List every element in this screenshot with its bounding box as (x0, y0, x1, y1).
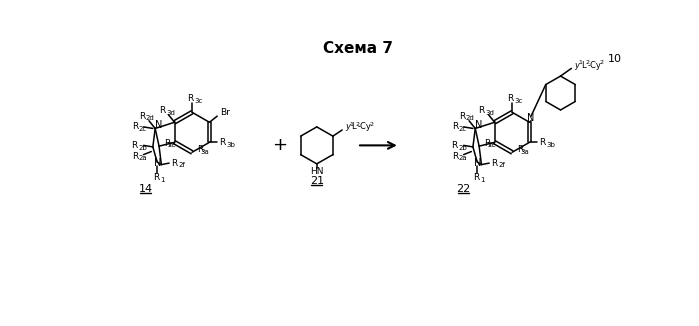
Text: 2: 2 (355, 122, 359, 127)
Text: 2a: 2a (139, 156, 147, 161)
Text: R: R (132, 122, 138, 131)
Text: y: y (345, 122, 350, 131)
Text: R: R (164, 139, 170, 148)
Text: 3b: 3b (226, 141, 236, 148)
Text: 2a: 2a (459, 156, 468, 161)
Text: 2d: 2d (146, 115, 154, 121)
Text: 2e: 2e (488, 142, 496, 148)
Text: R: R (159, 106, 165, 115)
Text: R: R (540, 138, 546, 147)
Text: R: R (491, 158, 498, 168)
Text: 2b: 2b (138, 145, 147, 151)
Text: 2: 2 (585, 61, 589, 66)
Text: R: R (171, 158, 178, 168)
Text: R: R (517, 145, 523, 154)
Text: 2b: 2b (459, 145, 467, 151)
Text: R: R (452, 122, 459, 131)
Text: R: R (507, 94, 514, 103)
Text: L: L (582, 61, 586, 70)
Text: y: y (575, 61, 579, 70)
Text: L: L (352, 122, 356, 131)
Text: +: + (272, 136, 287, 155)
Text: 2f: 2f (498, 162, 505, 169)
Text: R: R (187, 94, 194, 103)
Text: 21: 21 (310, 176, 324, 186)
Text: 2c: 2c (139, 126, 147, 132)
Text: R: R (153, 173, 159, 182)
Text: N: N (475, 120, 482, 130)
Text: 14: 14 (138, 184, 152, 194)
Text: -Cy: -Cy (588, 61, 602, 70)
Text: 2f: 2f (178, 162, 185, 169)
Text: 3c: 3c (514, 98, 523, 104)
Text: N: N (154, 158, 161, 168)
Text: 1: 1 (350, 122, 353, 127)
Text: R: R (459, 111, 466, 121)
Text: R: R (219, 138, 226, 147)
Text: -Cy: -Cy (358, 122, 372, 131)
Text: 3d: 3d (485, 110, 494, 116)
Text: 1: 1 (160, 177, 165, 183)
Text: N: N (475, 158, 482, 168)
Text: R: R (484, 139, 490, 148)
Text: 1: 1 (578, 61, 582, 66)
Text: R: R (452, 152, 459, 161)
Text: R: R (478, 106, 484, 115)
Text: 3b: 3b (547, 141, 556, 148)
Text: 2e: 2e (168, 142, 176, 148)
Text: 3c: 3c (194, 98, 203, 104)
Text: 2d: 2d (466, 115, 475, 121)
Text: R: R (139, 111, 145, 121)
Text: 2: 2 (599, 61, 603, 66)
Text: R: R (451, 141, 457, 150)
Text: 3d: 3d (166, 110, 175, 116)
Text: N: N (527, 113, 535, 124)
Text: R: R (473, 173, 480, 182)
Text: 2: 2 (369, 122, 373, 127)
Text: Br: Br (220, 108, 230, 117)
Text: HN: HN (310, 167, 324, 176)
Text: 3a: 3a (521, 149, 529, 155)
Text: 1: 1 (480, 177, 485, 183)
Text: R: R (131, 141, 138, 150)
Text: 3a: 3a (201, 149, 209, 155)
Text: 22: 22 (456, 184, 470, 194)
Text: R: R (132, 152, 138, 161)
Text: 10: 10 (607, 54, 621, 64)
Text: N: N (154, 120, 162, 130)
Text: 2c: 2c (459, 126, 467, 132)
Text: R: R (196, 145, 203, 154)
Text: Схема 7: Схема 7 (323, 41, 393, 56)
